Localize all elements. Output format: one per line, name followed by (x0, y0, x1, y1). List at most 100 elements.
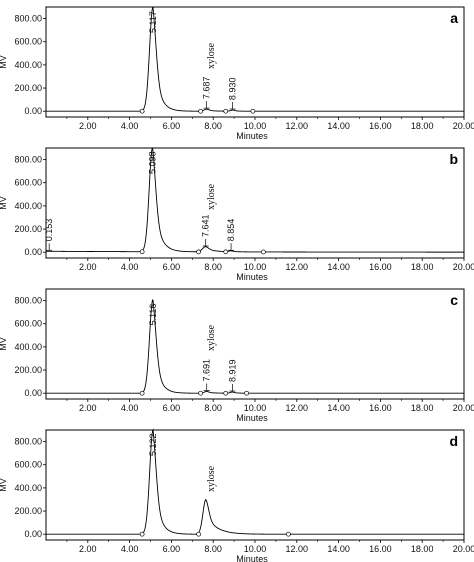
y-axis-title: MV (0, 478, 8, 492)
x-tick-label: 12.00 (286, 544, 309, 554)
peak-rt-label: 7.641 (201, 214, 211, 237)
y-tick-label: 600.00 (14, 37, 42, 47)
y-tick-label: 400.00 (14, 483, 42, 493)
peak-rt-label: 5.122 (148, 433, 158, 456)
plot-frame (45, 147, 465, 259)
compound-label-xylose: xylose (206, 324, 217, 351)
x-tick-label: 4.00 (121, 403, 139, 413)
peak-rt-label: 8.854 (226, 219, 236, 242)
panel-letter: c (450, 292, 458, 308)
integration-marker (196, 531, 201, 537)
y-tick-label: 400.00 (14, 201, 42, 211)
y-tick-label: 600.00 (14, 319, 42, 329)
x-tick-label: 20.00 (453, 544, 474, 554)
integration-marker (198, 108, 204, 114)
x-tick-label: 16.00 (369, 403, 392, 413)
integration-marker (198, 390, 204, 396)
plot-frame (45, 6, 465, 118)
x-tick-label: 4.00 (121, 121, 139, 131)
panel-c: 2.00 4.00 6.00 8.00 10.00 12.00 14.00 16.00 18.0… (0, 288, 474, 423)
x-tick-label: 18.00 (411, 121, 434, 131)
integration-marker (139, 249, 145, 255)
y-tick-label: 400.00 (14, 342, 42, 352)
y-tick-label: 800.00 (14, 296, 42, 306)
panel-a: 2.00 4.00 6.00 8.00 10.00 12.00 14.00 16.00 18.0… (0, 6, 474, 141)
compound-label-xylose: xylose (206, 465, 217, 492)
x-tick-label: 18.00 (411, 262, 434, 272)
integration-marker (244, 390, 249, 396)
y-axis-title: MV (0, 337, 8, 351)
y-tick-label: 200.00 (14, 506, 42, 516)
integration-marker (196, 249, 201, 255)
x-tick-label: 10.00 (244, 121, 267, 131)
peak-rt-label: 5.117 (148, 11, 158, 33)
x-tick-label: 20.00 (453, 121, 474, 131)
y-tick-label: 200.00 (14, 365, 42, 375)
panel-b: 2.00 4.00 6.00 8.00 10.00 12.00 14.00 16.00 18.0… (0, 147, 474, 282)
x-tick-label: 4.00 (121, 544, 139, 554)
x-tick-label: 6.00 (163, 544, 181, 554)
x-tick-label: 6.00 (163, 262, 181, 272)
x-tick-label: 20.00 (453, 403, 474, 413)
peak-rt-label: 8.919 (227, 360, 237, 383)
panel-letter: d (449, 433, 458, 449)
panel-letter: a (450, 10, 458, 26)
y-tick-label: 200.00 (14, 224, 42, 234)
integration-marker (139, 390, 145, 396)
x-tick-label: 8.00 (204, 121, 222, 131)
x-tick-label: 12.00 (286, 403, 309, 413)
x-tick-label: 16.00 (369, 544, 392, 554)
x-tick-label: 10.00 (244, 544, 267, 554)
y-tick-label: 0.00 (24, 529, 42, 539)
y-tick-label: 0.00 (24, 247, 42, 257)
x-tick-label: 10.00 (244, 262, 267, 272)
y-tick-label: 600.00 (14, 178, 42, 188)
x-tick-label: 2.00 (79, 262, 97, 272)
y-axis-title: MV (0, 55, 8, 69)
compound-label-xylose: xylose (206, 183, 217, 210)
x-axis-title: Minutes (236, 413, 268, 423)
x-tick-label: 18.00 (411, 403, 434, 413)
peak-rt-label: 5.116 (148, 304, 158, 326)
panel-d: 2.00 4.00 6.00 8.00 10.00 12.00 14.00 16.00 18.0… (0, 428, 474, 562)
y-tick-label: 0.00 (24, 388, 42, 398)
x-tick-label: 14.00 (327, 262, 350, 272)
peak-rt-label: 7.691 (202, 359, 212, 382)
chromatogram-trace (46, 147, 464, 253)
y-tick-label: 800.00 (14, 437, 42, 447)
peak-rt-label: 5.098 (148, 151, 158, 174)
integration-marker (139, 531, 145, 537)
y-tick-label: 800.00 (14, 14, 42, 24)
peak-rt-label: 0.153 (44, 219, 54, 242)
integration-marker (250, 108, 256, 114)
x-tick-label: 16.00 (369, 262, 392, 272)
x-tick-label: 8.00 (204, 403, 222, 413)
panel-letter: b (449, 151, 458, 167)
peak-rt-label: 8.930 (228, 78, 238, 101)
x-axis-title: Minutes (236, 131, 268, 141)
plot-frame (45, 288, 465, 400)
integration-marker (223, 390, 229, 396)
integration-marker (261, 249, 266, 255)
x-tick-label: 16.00 (369, 121, 392, 131)
chromatogram-trace (46, 428, 464, 535)
chromatogram-trace (46, 299, 464, 394)
integration-marker (223, 249, 229, 255)
x-tick-label: 10.00 (244, 403, 267, 413)
x-axis-title: Minutes (236, 272, 268, 282)
x-tick-label: 8.00 (204, 544, 222, 554)
compound-label-xylose: xylose (206, 42, 217, 69)
x-tick-label: 4.00 (121, 262, 139, 272)
x-tick-label: 20.00 (453, 262, 474, 272)
plot-frame (45, 429, 465, 541)
x-tick-label: 2.00 (79, 121, 97, 131)
x-tick-label: 2.00 (79, 403, 97, 413)
x-tick-label: 14.00 (327, 544, 350, 554)
y-axis-title: MV (0, 196, 8, 210)
y-tick-label: 600.00 (14, 460, 42, 470)
y-tick-label: 0.00 (24, 106, 42, 116)
integration-marker (286, 531, 291, 537)
integration-marker (139, 108, 145, 114)
x-tick-label: 14.00 (327, 403, 350, 413)
